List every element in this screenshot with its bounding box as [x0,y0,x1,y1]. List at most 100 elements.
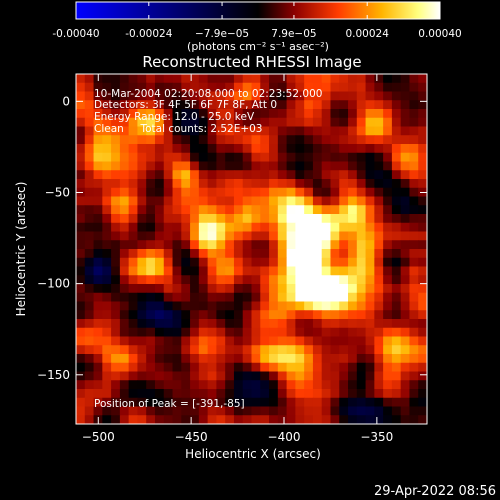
image-pixel [216,196,226,206]
image-pixel [365,170,375,180]
image-pixel [400,362,410,372]
image-pixel [172,100,182,110]
image-pixel [418,74,428,84]
image-pixel [172,257,182,267]
image-pixel [321,406,331,416]
image-pixel [233,389,244,399]
image-pixel [225,205,235,215]
image-pixel [251,196,261,206]
image-pixel [321,152,331,162]
image-pixel [356,327,366,337]
image-pixel [93,100,103,110]
image-pixel [207,327,217,337]
image-pixel [409,415,419,425]
image-pixel [102,284,112,294]
image-pixel [295,415,305,425]
image-pixel [269,82,279,92]
image-pixel [391,161,402,171]
image-pixel [269,336,279,346]
image-pixel [356,135,366,145]
image-pixel [225,152,235,162]
image-pixel [304,415,314,425]
image-pixel [304,144,314,154]
image-pixel [339,205,349,215]
image-pixel [356,74,366,84]
image-pixel [260,135,270,145]
image-pixel [348,82,358,92]
image-pixel [163,205,173,215]
image-pixel [172,415,182,425]
image-pixel [242,345,252,355]
image-pixel [181,275,191,285]
image-pixel [418,240,428,250]
image-pixel [374,354,384,364]
image-pixel [312,257,323,267]
image-pixel [76,380,86,390]
image-pixel [163,336,173,346]
image-pixel [400,397,410,407]
image-pixel [400,266,410,276]
image-pixel [111,389,121,399]
image-pixel [365,415,375,425]
image-pixel [233,179,244,189]
image-pixel [190,257,200,267]
image-pixel [321,240,331,250]
image-pixel [400,196,410,206]
image-pixel [383,389,393,399]
image-pixel [286,161,296,171]
image-pixel [146,310,156,320]
image-pixel [225,292,235,302]
image-pixel [391,284,402,294]
image-pixel [84,100,94,110]
image-pixel [304,109,314,119]
image-pixel [260,205,270,215]
image-pixel [128,310,138,320]
image-pixel [163,152,173,162]
image-pixel [348,135,358,145]
image-pixel [339,74,349,84]
image-pixel [348,196,358,206]
image-pixel [330,275,340,285]
annotation-clean-counts: Clean Total counts: 2.52E+03 [94,123,263,135]
image-pixel [93,222,103,232]
image-pixel [181,170,191,180]
image-pixel [154,196,165,206]
image-pixel [207,74,217,84]
image-pixel [251,266,261,276]
image-pixel [383,380,393,390]
image-pixel [418,222,428,232]
image-pixel [330,135,340,145]
image-pixel [119,336,130,346]
image-pixel [119,292,130,302]
image-pixel [128,135,138,145]
image-pixel [76,74,86,84]
image-pixel [365,284,375,294]
image-pixel [400,170,410,180]
image-pixel [339,310,349,320]
image-pixel [304,231,314,241]
image-pixel [128,231,138,241]
image-pixel [339,380,349,390]
image-pixel [233,301,244,311]
image-pixel [93,336,103,346]
image-pixel [76,397,86,407]
image-pixel [260,362,270,372]
image-pixel [339,231,349,241]
image-pixel [277,266,288,276]
image-pixel [102,380,112,390]
image-pixel [181,354,191,364]
colorbar-tick-label: 0.00040 [418,28,461,40]
image-pixel [154,205,165,215]
image-pixel [102,397,112,407]
image-pixel [93,187,103,197]
image-pixel [330,406,340,416]
image-pixel [198,117,209,127]
image-pixel [330,179,340,189]
image-pixel [190,240,200,250]
image-pixel [418,179,428,189]
image-pixel [339,179,349,189]
image-pixel [409,231,419,241]
image-pixel [418,161,428,171]
image-pixel [181,196,191,206]
image-pixel [304,301,314,311]
